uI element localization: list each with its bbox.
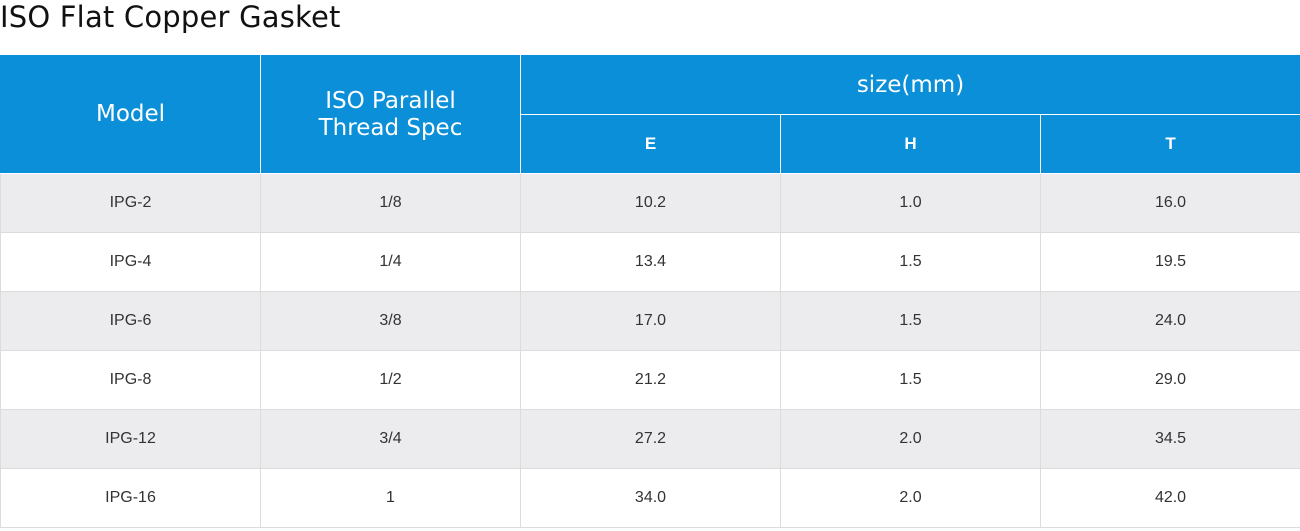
header-t: T <box>1039 114 1300 174</box>
cell-model: IPG-12 <box>0 409 261 469</box>
cell-model: IPG-8 <box>0 350 261 410</box>
cell-model: IPG-6 <box>0 291 261 351</box>
table-row: IPG-2 1/8 10.2 1.0 16.0 <box>0 173 1300 233</box>
cell-h: 1.0 <box>780 173 1041 233</box>
cell-thread: 1/8 <box>260 173 521 233</box>
header-e: E <box>520 114 781 174</box>
cell-h: 1.5 <box>780 350 1041 410</box>
cell-t: 24.0 <box>1039 291 1300 351</box>
header-size-group: size(mm) <box>519 55 1300 115</box>
cell-e: 27.2 <box>520 409 781 469</box>
table-row: IPG-8 1/2 21.2 1.5 29.0 <box>0 350 1300 410</box>
cell-t: 16.0 <box>1039 173 1300 233</box>
table-header: Model ISO Parallel Thread Spec size(mm) … <box>0 55 1300 174</box>
table-row: IPG-16 1 34.0 2.0 42.0 <box>0 468 1300 528</box>
cell-t: 19.5 <box>1039 232 1300 292</box>
cell-h: 2.0 <box>780 468 1041 528</box>
cell-e: 17.0 <box>520 291 781 351</box>
header-model: Model <box>0 55 261 174</box>
cell-e: 13.4 <box>520 232 781 292</box>
cell-thread: 1/4 <box>260 232 521 292</box>
cell-e: 10.2 <box>520 173 781 233</box>
cell-model: IPG-4 <box>0 232 261 292</box>
cell-model: IPG-16 <box>0 468 261 528</box>
cell-h: 1.5 <box>780 291 1041 351</box>
header-h: H <box>780 114 1041 174</box>
header-thread-spec: ISO Parallel Thread Spec <box>260 55 521 174</box>
cell-h: 2.0 <box>780 409 1041 469</box>
cell-t: 42.0 <box>1039 468 1300 528</box>
table-body: IPG-2 1/8 10.2 1.0 16.0 IPG-4 1/4 13.4 1… <box>0 173 1300 528</box>
cell-thread: 1/2 <box>260 350 521 410</box>
table-row: IPG-6 3/8 17.0 1.5 24.0 <box>0 291 1300 351</box>
cell-e: 21.2 <box>520 350 781 410</box>
cell-thread: 3/8 <box>260 291 521 351</box>
table-row: IPG-4 1/4 13.4 1.5 19.5 <box>0 232 1300 292</box>
cell-thread: 3/4 <box>260 409 521 469</box>
cell-t: 34.5 <box>1039 409 1300 469</box>
cell-e: 34.0 <box>520 468 781 528</box>
cell-t: 29.0 <box>1039 350 1300 410</box>
cell-model: IPG-2 <box>0 173 261 233</box>
cell-thread: 1 <box>260 468 521 528</box>
gasket-spec-table: Model ISO Parallel Thread Spec size(mm) … <box>0 55 1300 528</box>
cell-h: 1.5 <box>780 232 1041 292</box>
page-title: ISO Flat Copper Gasket <box>0 0 341 34</box>
table-row: IPG-12 3/4 27.2 2.0 34.5 <box>0 409 1300 469</box>
header-thread-spec-label: ISO Parallel Thread Spec <box>318 87 463 141</box>
